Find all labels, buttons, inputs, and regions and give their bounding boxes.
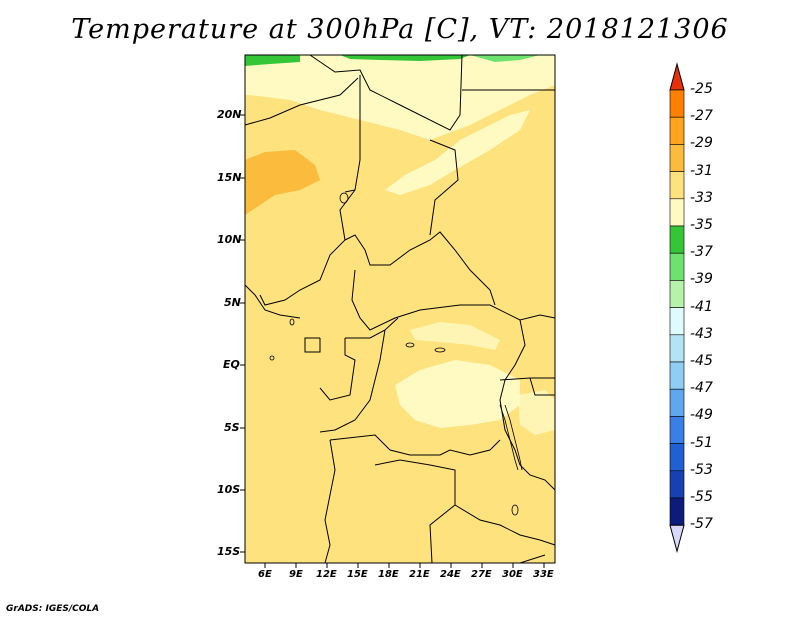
colorbar-label: -51 (690, 434, 713, 451)
colorbar-swatch (669, 252, 685, 281)
lon-tick-label: 9E (289, 569, 303, 580)
colorbar-swatch (669, 361, 685, 390)
lat-tick-label: 15S (217, 545, 241, 558)
colorbar-swatch (669, 225, 685, 254)
colorbar-swatch (669, 280, 685, 308)
colorbar-label: -33 (690, 189, 713, 206)
temperature-field (245, 55, 555, 563)
lon-tick-label: 24E (440, 569, 461, 580)
lon-tick-label: 12E (316, 569, 337, 580)
lon-tick-label: 27E (471, 569, 492, 580)
colorbar-swatch (669, 89, 685, 118)
lon-tick-label: 15E (347, 569, 368, 580)
lakes (269, 192, 523, 516)
colorbar-label: -55 (690, 489, 713, 505)
lat-tick-label: 10N (217, 233, 242, 246)
colorbar-swatch (669, 144, 685, 172)
lon-tick-label: 6E (258, 569, 272, 580)
colorbar-over-arrow (669, 62, 685, 91)
colorbar-swatch (669, 334, 685, 363)
lat-tick-label: EQ (223, 358, 240, 371)
colorbar-label: -27 (690, 108, 713, 125)
lat-tick-label: 15N (217, 171, 242, 184)
colorbar-swatch (669, 116, 685, 145)
colorbar-swatch (669, 443, 685, 472)
lat-tick-label: 20N (217, 108, 242, 121)
lat-tick-label: 5S (224, 421, 240, 434)
colorbar-label: -31 (690, 162, 713, 179)
colorbar-swatch (669, 171, 685, 200)
colorbar-label: -57 (690, 516, 713, 533)
colorbar-swatch (669, 470, 685, 499)
colorbar-label: -45 (690, 353, 713, 369)
colorbar-swatch (669, 198, 685, 227)
colorbar-label: -49 (690, 407, 713, 424)
colorbar-label: -47 (690, 380, 713, 397)
colorbar-label: -53 (690, 461, 713, 478)
colorbar-swatch (669, 416, 685, 444)
colorbar-label: -29 (690, 135, 713, 152)
colorbar-label: -43 (690, 325, 713, 342)
credit-text: GrADS: IGES/COLA (6, 604, 100, 614)
lon-tick-label: 18E (378, 569, 399, 580)
colorbar-label: -37 (690, 244, 713, 261)
tick-marks (240, 114, 545, 568)
colorbar-under-arrow (669, 524, 685, 554)
lon-tick-label: 30E (502, 569, 523, 580)
lat-tick-label: 10S (217, 483, 241, 496)
colorbar (669, 62, 685, 554)
lon-tick-label: 21E (409, 569, 430, 580)
colorbar-swatch (669, 307, 685, 336)
lat-tick-label: 5N (224, 296, 241, 309)
colorbar-swatch (669, 388, 685, 417)
colorbar-label: -25 (690, 81, 713, 97)
colorbar-swatch (669, 497, 685, 526)
colorbar-label: -41 (690, 298, 713, 315)
colorbar-label: -39 (690, 271, 713, 288)
colorbar-label: -35 (690, 217, 713, 233)
country-borders (244, 54, 556, 564)
map-frame (244, 54, 556, 564)
map-title: Temperature at 300hPa [C], VT: 201812130… (71, 14, 729, 45)
lon-tick-label: 33E (533, 569, 554, 580)
